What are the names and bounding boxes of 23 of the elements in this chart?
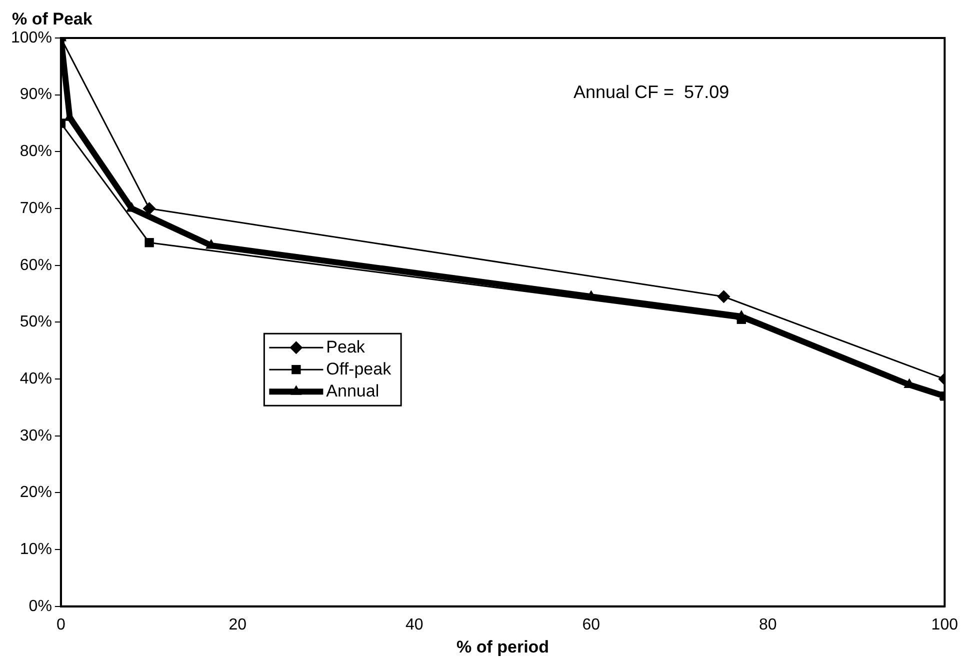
y-tick-label: 50%: [20, 314, 52, 331]
y-tick-label: 60%: [20, 256, 52, 274]
y-tick-label: 10%: [20, 540, 52, 558]
legend-label: Off-peak: [326, 359, 392, 378]
x-tick-label: 100: [931, 616, 958, 634]
x-tick-label: 80: [759, 616, 777, 634]
x-tick-label: 40: [406, 616, 424, 634]
y-tick-label: 0%: [28, 598, 52, 615]
annotation: Annual CF = 57.09: [573, 82, 730, 102]
y-tick-label: 70%: [20, 200, 52, 217]
legend-label: Peak: [326, 337, 366, 356]
y-tick-label: 40%: [20, 370, 52, 388]
x-tick-label: 0: [56, 616, 66, 634]
y-tick-label: 90%: [20, 86, 52, 104]
x-tick-label: 60: [582, 616, 600, 634]
y-tick-label: 100%: [11, 29, 52, 46]
y-tick-label: 80%: [20, 143, 52, 160]
y-tick-label: 20%: [20, 484, 52, 502]
legend-label: Annual: [326, 381, 380, 400]
x-tick-label: 20: [228, 616, 247, 634]
y-axis-title: % of Peak: [12, 10, 93, 29]
x-axis-title: % of period: [456, 637, 550, 656]
y-tick-label: 30%: [20, 427, 52, 444]
